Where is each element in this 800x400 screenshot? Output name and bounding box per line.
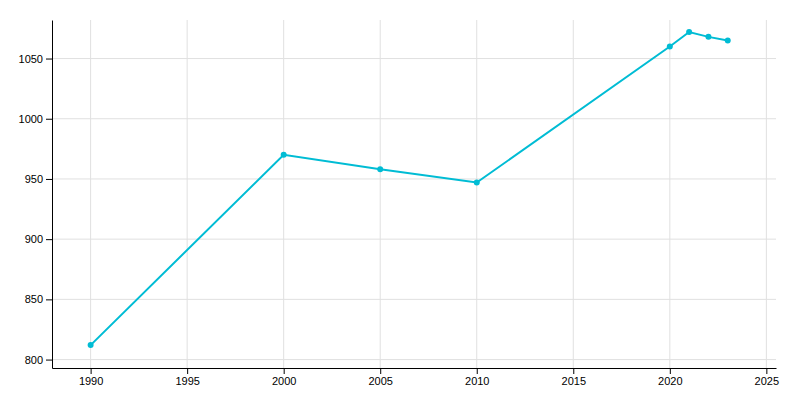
tick-mark bbox=[187, 368, 188, 374]
y-axis: 800 850 900 950 1000 1050 bbox=[19, 21, 53, 369]
point bbox=[377, 166, 383, 172]
tick-label: 1995 bbox=[175, 375, 199, 387]
grid-line bbox=[476, 20, 477, 368]
point bbox=[705, 34, 711, 40]
tick-label: 950 bbox=[25, 173, 43, 185]
plot: 1990 1995 2000 2005 2010 2015 2020 2025 800 850 90… bbox=[19, 20, 780, 387]
tick-mark bbox=[46, 360, 52, 361]
tick-label: 1000 bbox=[19, 113, 43, 125]
axis-line bbox=[53, 368, 777, 369]
tick-label: 1050 bbox=[19, 53, 43, 65]
tick: 850 bbox=[25, 293, 52, 305]
grid-line bbox=[52, 299, 776, 300]
chart: 1990 1995 2000 2005 2010 2015 2020 2025 800 850 90… bbox=[0, 0, 800, 400]
grid-line bbox=[766, 20, 767, 368]
tick-mark bbox=[477, 368, 478, 374]
tick-label: 800 bbox=[25, 354, 43, 366]
tick-mark bbox=[46, 119, 52, 120]
grid-line bbox=[52, 359, 776, 360]
tick-label: 900 bbox=[25, 233, 43, 245]
tick-label: 2020 bbox=[658, 375, 682, 387]
tick-mark bbox=[46, 59, 52, 60]
tick: 800 bbox=[25, 354, 52, 366]
point bbox=[474, 180, 480, 186]
tick-mark bbox=[284, 368, 285, 374]
grid-line bbox=[90, 20, 91, 368]
tick-label: 2000 bbox=[272, 375, 296, 387]
tick-mark bbox=[91, 368, 92, 374]
tick-mark bbox=[766, 368, 767, 374]
tick-label: 850 bbox=[25, 293, 43, 305]
grid-line bbox=[52, 178, 776, 179]
grid-line bbox=[380, 20, 381, 368]
tick: 900 bbox=[25, 233, 52, 245]
grid bbox=[52, 20, 776, 368]
grid-line bbox=[187, 20, 188, 368]
tick-mark bbox=[46, 299, 52, 300]
tick-label: 1990 bbox=[79, 375, 103, 387]
tick-label: 2025 bbox=[755, 375, 779, 387]
tick-mark bbox=[573, 368, 574, 374]
tick: 2015 bbox=[562, 368, 586, 387]
axis-line bbox=[52, 21, 53, 369]
grid-line bbox=[669, 20, 670, 368]
tick: 2005 bbox=[368, 368, 392, 387]
tick: 2020 bbox=[658, 368, 682, 387]
tick-label: 2010 bbox=[465, 375, 489, 387]
grid-line bbox=[52, 239, 776, 240]
tick: 1995 bbox=[175, 368, 199, 387]
tick-mark bbox=[380, 368, 381, 374]
point bbox=[88, 342, 94, 348]
line bbox=[91, 32, 728, 345]
tick: 2025 bbox=[755, 368, 779, 387]
tick: 1000 bbox=[19, 113, 52, 125]
point bbox=[667, 43, 673, 49]
tick: 1050 bbox=[19, 53, 52, 65]
x-axis: 1990 1995 2000 2005 2010 2015 2020 2025 bbox=[53, 368, 780, 387]
marks bbox=[88, 29, 731, 348]
tick-label: 2005 bbox=[368, 375, 392, 387]
tick: 2010 bbox=[465, 368, 489, 387]
tick-label: 2015 bbox=[562, 375, 586, 387]
point bbox=[281, 152, 287, 158]
tick: 950 bbox=[25, 173, 52, 185]
tick-mark bbox=[670, 368, 671, 374]
grid-line bbox=[52, 58, 776, 59]
grid-line bbox=[283, 20, 284, 368]
tick-mark bbox=[46, 239, 52, 240]
point bbox=[686, 29, 692, 35]
tick: 1990 bbox=[79, 368, 103, 387]
tick: 2000 bbox=[272, 368, 296, 387]
grid-line bbox=[52, 118, 776, 119]
tick-mark bbox=[46, 179, 52, 180]
grid-line bbox=[573, 20, 574, 368]
point bbox=[725, 37, 731, 43]
